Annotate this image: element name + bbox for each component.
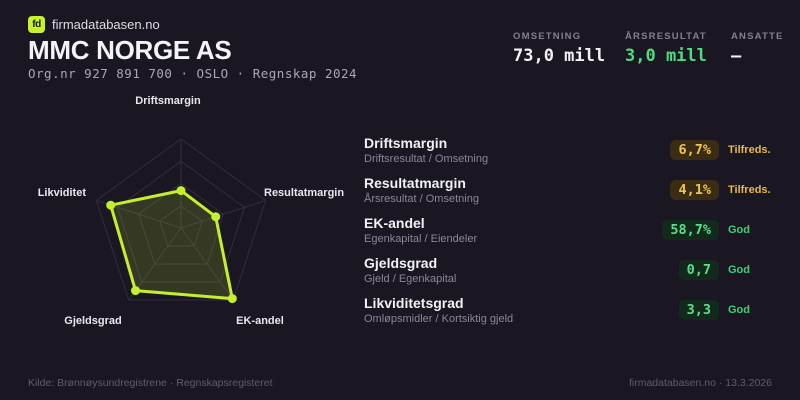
axis-label-resultatmargin: Resultatmargin	[264, 187, 345, 199]
metric-title: Likviditetsgrad	[364, 294, 464, 311]
metric-row-driftsmargin: Driftsmargin Driftsresultat / Omsetning …	[364, 130, 772, 170]
metric-formula: Årsresultat / Omsetning	[364, 192, 479, 205]
stat-omsetning: OMSETNING 73,0 mill	[513, 31, 625, 66]
metrics-list: Driftsmargin Driftsresultat / Omsetning …	[364, 130, 772, 330]
axis-label-driftsmargin: Driftsmargin	[135, 95, 201, 107]
metric-row-likviditetsgrad: Likviditetsgrad Omløpsmidler / Kortsikti…	[364, 290, 772, 330]
stat-label: ÅRSRESULTAT	[625, 31, 707, 42]
metric-value-pill: 6,7%	[670, 140, 719, 160]
brand[interactable]: fd firmadatabasen.no	[28, 15, 160, 33]
stat-value: 3,0 mill	[625, 46, 707, 66]
metric-value-pill: 4,1%	[670, 180, 719, 200]
stat-label: ANSATTE	[731, 31, 784, 42]
metric-formula: Gjeld / Egenkapital	[364, 272, 457, 285]
key-stats: OMSETNING 73,0 mill ÅRSRESULTAT 3,0 mill…	[513, 31, 784, 66]
metric-formula: Egenkapital / Eiendeler	[364, 232, 478, 245]
metric-rating: God	[728, 264, 750, 276]
stat-value: –	[731, 46, 742, 66]
metric-formula: Driftsresultat / Omsetning	[364, 152, 489, 165]
metric-title: EK-andel	[364, 214, 425, 231]
metric-value-pill: 3,3	[678, 300, 719, 320]
metric-formula: Omløpsmidler / Kortsiktig gjeld	[364, 312, 514, 325]
metric-value-pill: 58,7%	[662, 220, 719, 240]
stat-value: 73,0 mill	[513, 46, 606, 66]
axis-label-gjeldsgrad: Gjeldsgrad	[64, 315, 122, 327]
metric-rating: Tilfreds.	[728, 184, 771, 196]
metric-value-pill: 0,7	[678, 260, 719, 280]
metric-rating: God	[728, 304, 750, 316]
axis-label-ek-andel: EK-andel	[236, 315, 284, 327]
stat-arsresultat: ÅRSRESULTAT 3,0 mill	[625, 31, 731, 66]
radar-chart-canvas	[95, 138, 267, 304]
metric-title: Gjeldsgrad	[364, 254, 438, 271]
footer-source: Kilde: Brønnøysundregistrene · Regnskaps…	[28, 377, 273, 389]
stat-label: OMSETNING	[513, 31, 582, 42]
footer-site-date[interactable]: firmadatabasen.no · 13.3.2026	[628, 377, 772, 389]
metric-row-ek-andel: EK-andel Egenkapital / Eiendeler 58,7% G…	[364, 210, 772, 250]
brand-name[interactable]: firmadatabasen.no	[52, 16, 160, 32]
metric-rating: God	[728, 224, 750, 236]
metric-title: Driftsmargin	[364, 134, 448, 151]
metric-rating: Tilfreds.	[728, 144, 771, 156]
radar-chart: Driftsmargin Resultatmargin EK-andel Gje…	[20, 90, 360, 350]
page-title: MMC NORGE AS	[28, 35, 232, 65]
metric-row-resultatmargin: Resultatmargin Årsresultat / Omsetning 4…	[364, 170, 772, 210]
fd-logo-icon[interactable]: fd	[28, 15, 45, 33]
axis-label-likviditet: Likviditet	[37, 187, 86, 199]
org-subtitle: Org.nr 927 891 700 · OSLO · Regnskap 202…	[28, 66, 358, 81]
metric-row-gjeldsgrad: Gjeldsgrad Gjeld / Egenkapital 0,7 God	[364, 250, 772, 290]
metric-title: Resultatmargin	[364, 174, 466, 191]
stat-ansatte: ANSATTE –	[731, 31, 784, 66]
